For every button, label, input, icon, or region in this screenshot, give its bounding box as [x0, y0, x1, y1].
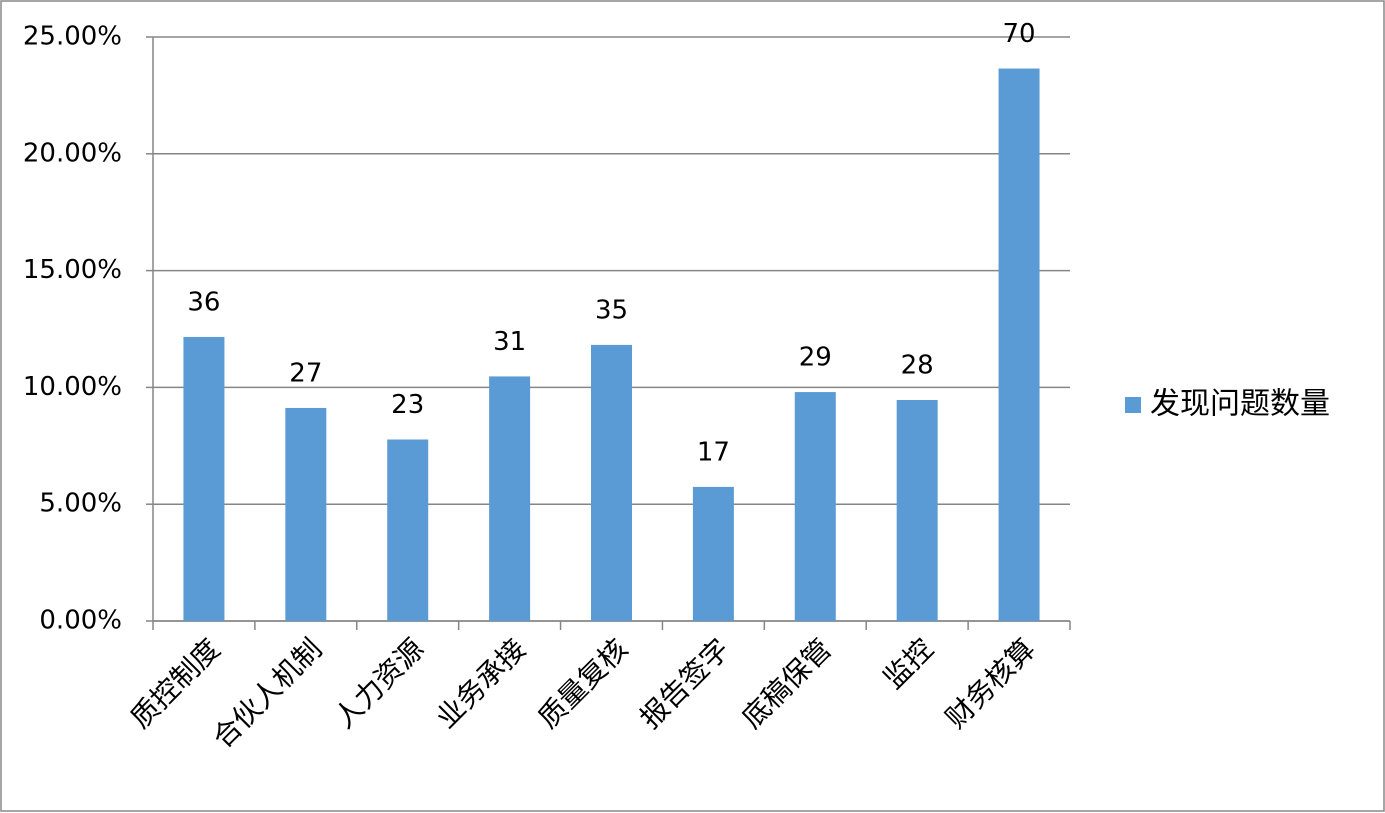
bar	[489, 376, 531, 621]
data-label: 29	[799, 343, 832, 373]
y-tick-label: 0.00%	[39, 606, 122, 636]
data-label: 35	[595, 295, 628, 325]
y-tick-label: 20.00%	[23, 138, 122, 168]
data-label: 31	[493, 327, 526, 357]
bar	[998, 68, 1040, 621]
y-tick-label: 15.00%	[23, 255, 122, 285]
data-label: 70	[1003, 19, 1036, 49]
legend-label: 发现问题数量	[1150, 387, 1330, 422]
bar	[387, 439, 429, 621]
bar	[183, 336, 225, 621]
bar	[794, 392, 836, 621]
data-label: 17	[697, 437, 730, 467]
legend-swatch	[1125, 397, 1141, 413]
data-label: 23	[391, 390, 424, 420]
y-tick-label: 10.00%	[23, 372, 122, 402]
data-label: 27	[289, 358, 322, 388]
bar	[591, 344, 632, 621]
bar	[285, 407, 327, 621]
data-label: 28	[901, 351, 934, 381]
y-tick-label: 5.00%	[39, 489, 122, 519]
bar	[896, 400, 938, 621]
y-tick-label: 25.00%	[23, 22, 122, 52]
bar	[692, 486, 734, 621]
data-label: 36	[187, 287, 220, 317]
